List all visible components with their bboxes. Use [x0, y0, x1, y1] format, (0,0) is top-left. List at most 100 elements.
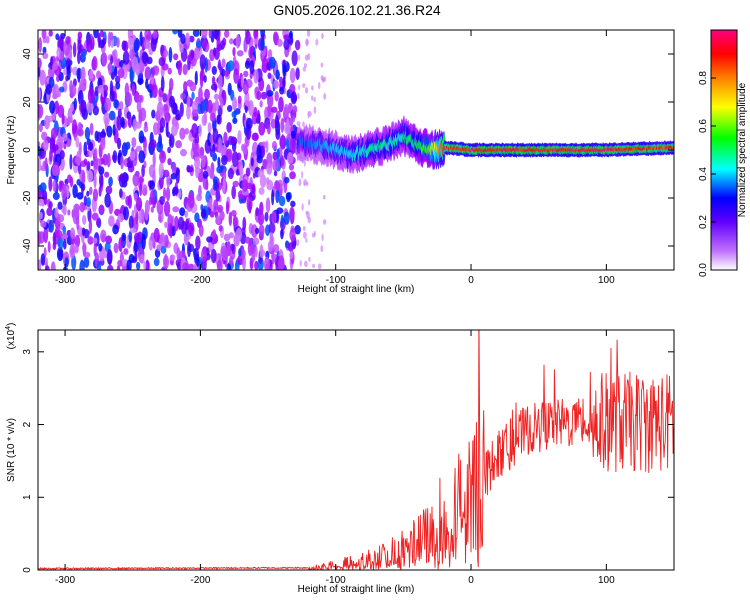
- noise-blob: [252, 237, 260, 246]
- noise-blob: [98, 39, 105, 49]
- noise-blob: [200, 30, 208, 39]
- noise-blob: [221, 68, 226, 77]
- noise-blob: [58, 86, 65, 93]
- noise-blob: [289, 171, 296, 180]
- noise-blob: [271, 189, 275, 206]
- noise-blob: [194, 70, 198, 86]
- noise-blob: [271, 210, 277, 224]
- snr-y-tick-label: 0: [22, 567, 33, 573]
- spectrogram-x-label: Height of straight line (km): [298, 284, 415, 295]
- noise-blob: [162, 187, 167, 200]
- noise-blob: [56, 230, 63, 239]
- noise-blob: [52, 232, 56, 246]
- snr-x-tick-label: -300: [55, 575, 75, 586]
- noise-blob: [202, 170, 209, 179]
- snr-y-tick-label: 2: [22, 421, 33, 427]
- noise-blob: [311, 85, 314, 91]
- noise-blob: [185, 32, 190, 46]
- spectrogram-x-tick-label: -100: [326, 275, 346, 286]
- noise-blob: [46, 207, 53, 217]
- noise-blob: [278, 195, 286, 207]
- noise-blob: [280, 117, 285, 133]
- noise-blob: [78, 79, 84, 93]
- noise-blob: [152, 151, 156, 168]
- noise-blob: [49, 100, 56, 114]
- noise-blob: [259, 201, 264, 216]
- noise-blob: [198, 224, 204, 237]
- noise-blob: [149, 180, 156, 190]
- noise-blob: [212, 229, 217, 239]
- noise-blob: [156, 244, 162, 252]
- noise-blob: [306, 53, 311, 61]
- snr-x-tick-label: -200: [190, 575, 210, 586]
- noise-blob: [97, 260, 102, 270]
- noise-blob: [86, 197, 91, 208]
- snr-x-tick-label: -100: [326, 575, 346, 586]
- noise-blob: [201, 38, 208, 50]
- noise-blob: [187, 263, 195, 270]
- noise-blob: [91, 58, 96, 71]
- noise-blob: [191, 109, 199, 117]
- noise-blob: [50, 261, 56, 270]
- noise-blob: [139, 30, 143, 47]
- noise-blob: [74, 156, 82, 165]
- noise-blob: [162, 254, 170, 270]
- noise-blob: [72, 42, 77, 58]
- noise-blob: [229, 38, 234, 45]
- noise-blob: [111, 71, 115, 80]
- noise-blob: [257, 169, 265, 178]
- noise-blob: [186, 95, 191, 108]
- noise-blob: [282, 64, 287, 77]
- noise-blob: [136, 94, 144, 103]
- noise-blob: [143, 38, 150, 50]
- noise-blob: [272, 79, 279, 89]
- noise-blob: [264, 211, 269, 222]
- noise-blob: [200, 154, 206, 168]
- noise-blob: [40, 253, 46, 266]
- noise-blob: [291, 50, 298, 67]
- noise-blob: [93, 242, 97, 257]
- noise-blob: [90, 160, 94, 167]
- noise-blob: [233, 68, 240, 84]
- snr-x-label: Height of straight line (km): [298, 584, 415, 595]
- snr-y-scale: (x104): [5, 323, 17, 350]
- noise-blob: [267, 49, 273, 59]
- noise-blob: [294, 39, 301, 51]
- noise-blob: [284, 176, 290, 184]
- noise-blob: [279, 86, 285, 95]
- noise-blob: [243, 70, 249, 78]
- noise-blob: [286, 192, 291, 203]
- noise-blob: [260, 30, 266, 39]
- noise-blob: [152, 240, 156, 249]
- noise-blob: [76, 192, 84, 200]
- noise-blob: [273, 170, 278, 177]
- snr-series-line: [38, 330, 674, 570]
- noise-blob: [92, 237, 98, 244]
- noise-blob: [227, 245, 231, 257]
- noise-blob: [271, 140, 278, 150]
- noise-blob: [322, 194, 326, 200]
- noise-blob: [91, 212, 99, 221]
- noise-blob: [82, 242, 87, 253]
- noise-blob: [308, 199, 311, 206]
- noise-blob: [62, 238, 67, 250]
- noise-blob: [38, 230, 42, 246]
- noise-blob: [167, 67, 172, 75]
- noise-blob: [127, 115, 133, 129]
- noise-blob: [66, 57, 71, 67]
- noise-blob: [252, 172, 256, 179]
- noise-blob: [290, 200, 296, 208]
- figure-title: GN05.2026.102.21.36.R24: [273, 2, 441, 18]
- noise-blob: [213, 179, 218, 191]
- noise-blob: [168, 47, 173, 63]
- noise-blob: [158, 162, 164, 179]
- noise-blob: [288, 163, 295, 171]
- noise-blob: [122, 61, 130, 72]
- noise-blob: [223, 233, 231, 242]
- noise-blob: [52, 241, 57, 251]
- noise-blob: [156, 141, 164, 153]
- noise-blob: [38, 87, 41, 102]
- noise-blob: [102, 84, 109, 93]
- noise-blob: [69, 103, 74, 112]
